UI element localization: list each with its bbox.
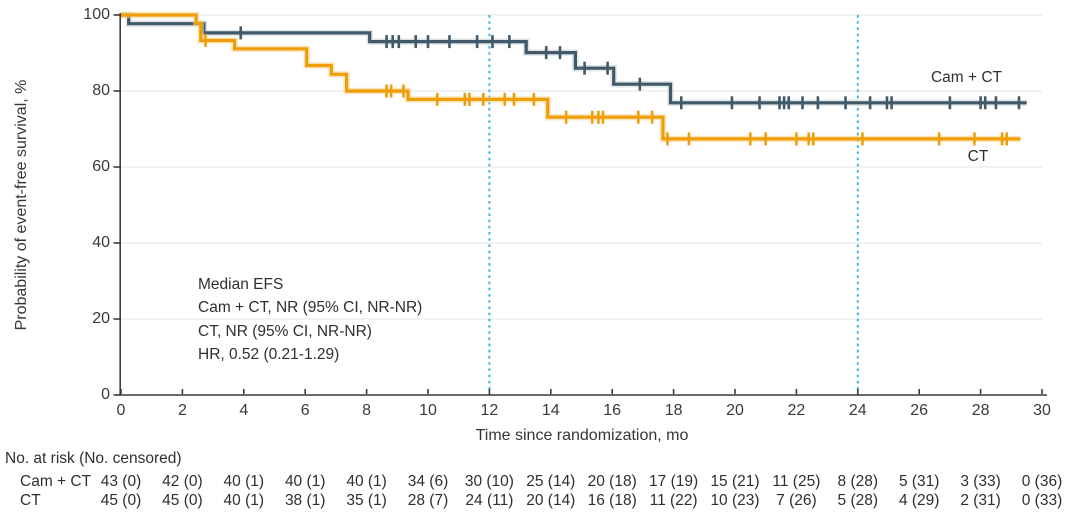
survival-curves — [121, 11, 1027, 146]
reference-lines — [488, 15, 859, 395]
x-tick-label: 10 — [419, 402, 437, 419]
risk-table-title: No. at risk (No. censored) — [5, 450, 182, 467]
series-label-cam-ct: Cam + CT — [930, 69, 1002, 86]
risk-row-label: CT — [20, 492, 41, 509]
risk-cell: 20 (18) — [587, 473, 637, 490]
annotation-line-2: Cam + CT, NR (95% CI, NR-NR) — [198, 299, 423, 317]
risk-cell: 7 (26) — [776, 492, 817, 509]
risk-cell: 11 (22) — [649, 492, 698, 509]
x-tick-label: 14 — [541, 402, 560, 419]
y-tick-label: 80 — [92, 82, 110, 99]
risk-cell: 40 (1) — [223, 473, 265, 490]
x-tick-label: 6 — [300, 402, 310, 419]
risk-cell: 45 (0) — [162, 492, 203, 509]
y-axis-title: Probability of event-free survival, % — [13, 79, 30, 331]
risk-cell: 45 (0) — [100, 492, 142, 509]
x-tick-label: 12 — [480, 402, 499, 419]
survival-curve-ct — [121, 13, 1021, 141]
risk-cell: 0 (36) — [1021, 473, 1063, 490]
risk-cell: 30 (10) — [464, 473, 514, 490]
risk-cell: 42 (0) — [162, 473, 203, 490]
km-chart-svg — [113, 11, 1047, 396]
annotation-line-4: HR, 0.52 (0.21-1.29) — [198, 345, 340, 363]
risk-cell: 28 (7) — [407, 492, 449, 509]
risk-cell: 2 (31) — [960, 492, 1001, 509]
x-tick-label: 28 — [971, 402, 990, 419]
risk-cell: 40 (1) — [284, 473, 326, 490]
risk-cell: 5 (28) — [837, 492, 879, 509]
x-tick-label: 2 — [177, 402, 187, 419]
x-axis-title: Time since randomization, mo — [475, 427, 689, 444]
gridlines — [121, 14, 1042, 320]
risk-cell: 11 (25) — [772, 473, 821, 490]
risk-cell: 20 (14) — [526, 492, 576, 509]
x-tick-label: 4 — [239, 402, 249, 419]
risk-cell: 15 (21) — [710, 473, 760, 490]
series-label-ct: CT — [967, 148, 989, 165]
y-tick-label: 60 — [92, 158, 110, 175]
axes — [119, 13, 1047, 396]
axis-ticks — [113, 14, 1043, 396]
y-tick-label: 20 — [92, 310, 110, 327]
annotation-line-1: Median EFS — [198, 276, 284, 293]
risk-cell: 5 (31) — [898, 473, 940, 490]
y-tick-label: 40 — [92, 234, 110, 251]
risk-cell: 10 (23) — [710, 492, 760, 509]
risk-cell: 43 (0) — [100, 473, 142, 490]
x-tick-label: 0 — [116, 402, 126, 419]
y-tick-label: 0 — [101, 386, 110, 403]
x-tick-label: 26 — [910, 402, 929, 419]
survival-curve-cam-ct — [121, 13, 1027, 105]
risk-cell: 35 (1) — [346, 492, 387, 509]
risk-cell: 8 (28) — [837, 473, 879, 490]
risk-cell: 40 (1) — [223, 492, 265, 509]
annotation-line-3: CT, NR (95% CI, NR-NR) — [198, 322, 372, 340]
risk-cell: 40 (1) — [346, 473, 387, 490]
y-tick-label: 100 — [83, 6, 110, 23]
risk-cell: 16 (18) — [587, 492, 637, 509]
median-efs-annotation: Median EFS Cam + CT, NR (95% CI, NR-NR) … — [198, 273, 422, 366]
risk-cell: 38 (1) — [284, 492, 326, 509]
x-tick-label: 16 — [603, 402, 622, 419]
x-tick-label: 20 — [726, 402, 744, 419]
risk-cell: 4 (29) — [898, 492, 940, 509]
risk-cell: 3 (33) — [960, 473, 1001, 490]
risk-cell: 0 (33) — [1021, 492, 1063, 509]
risk-cell: 17 (19) — [649, 473, 699, 490]
risk-cell: 34 (6) — [407, 473, 449, 490]
x-tick-label: 30 — [1033, 402, 1051, 419]
risk-cell: 24 (11) — [465, 492, 514, 509]
x-tick-label: 8 — [362, 402, 372, 419]
x-tick-label: 24 — [848, 402, 867, 419]
risk-cell: 25 (14) — [526, 473, 576, 490]
x-tick-label: 22 — [787, 402, 806, 419]
x-tick-label: 18 — [664, 402, 683, 419]
risk-row-label: Cam + CT — [20, 473, 92, 490]
